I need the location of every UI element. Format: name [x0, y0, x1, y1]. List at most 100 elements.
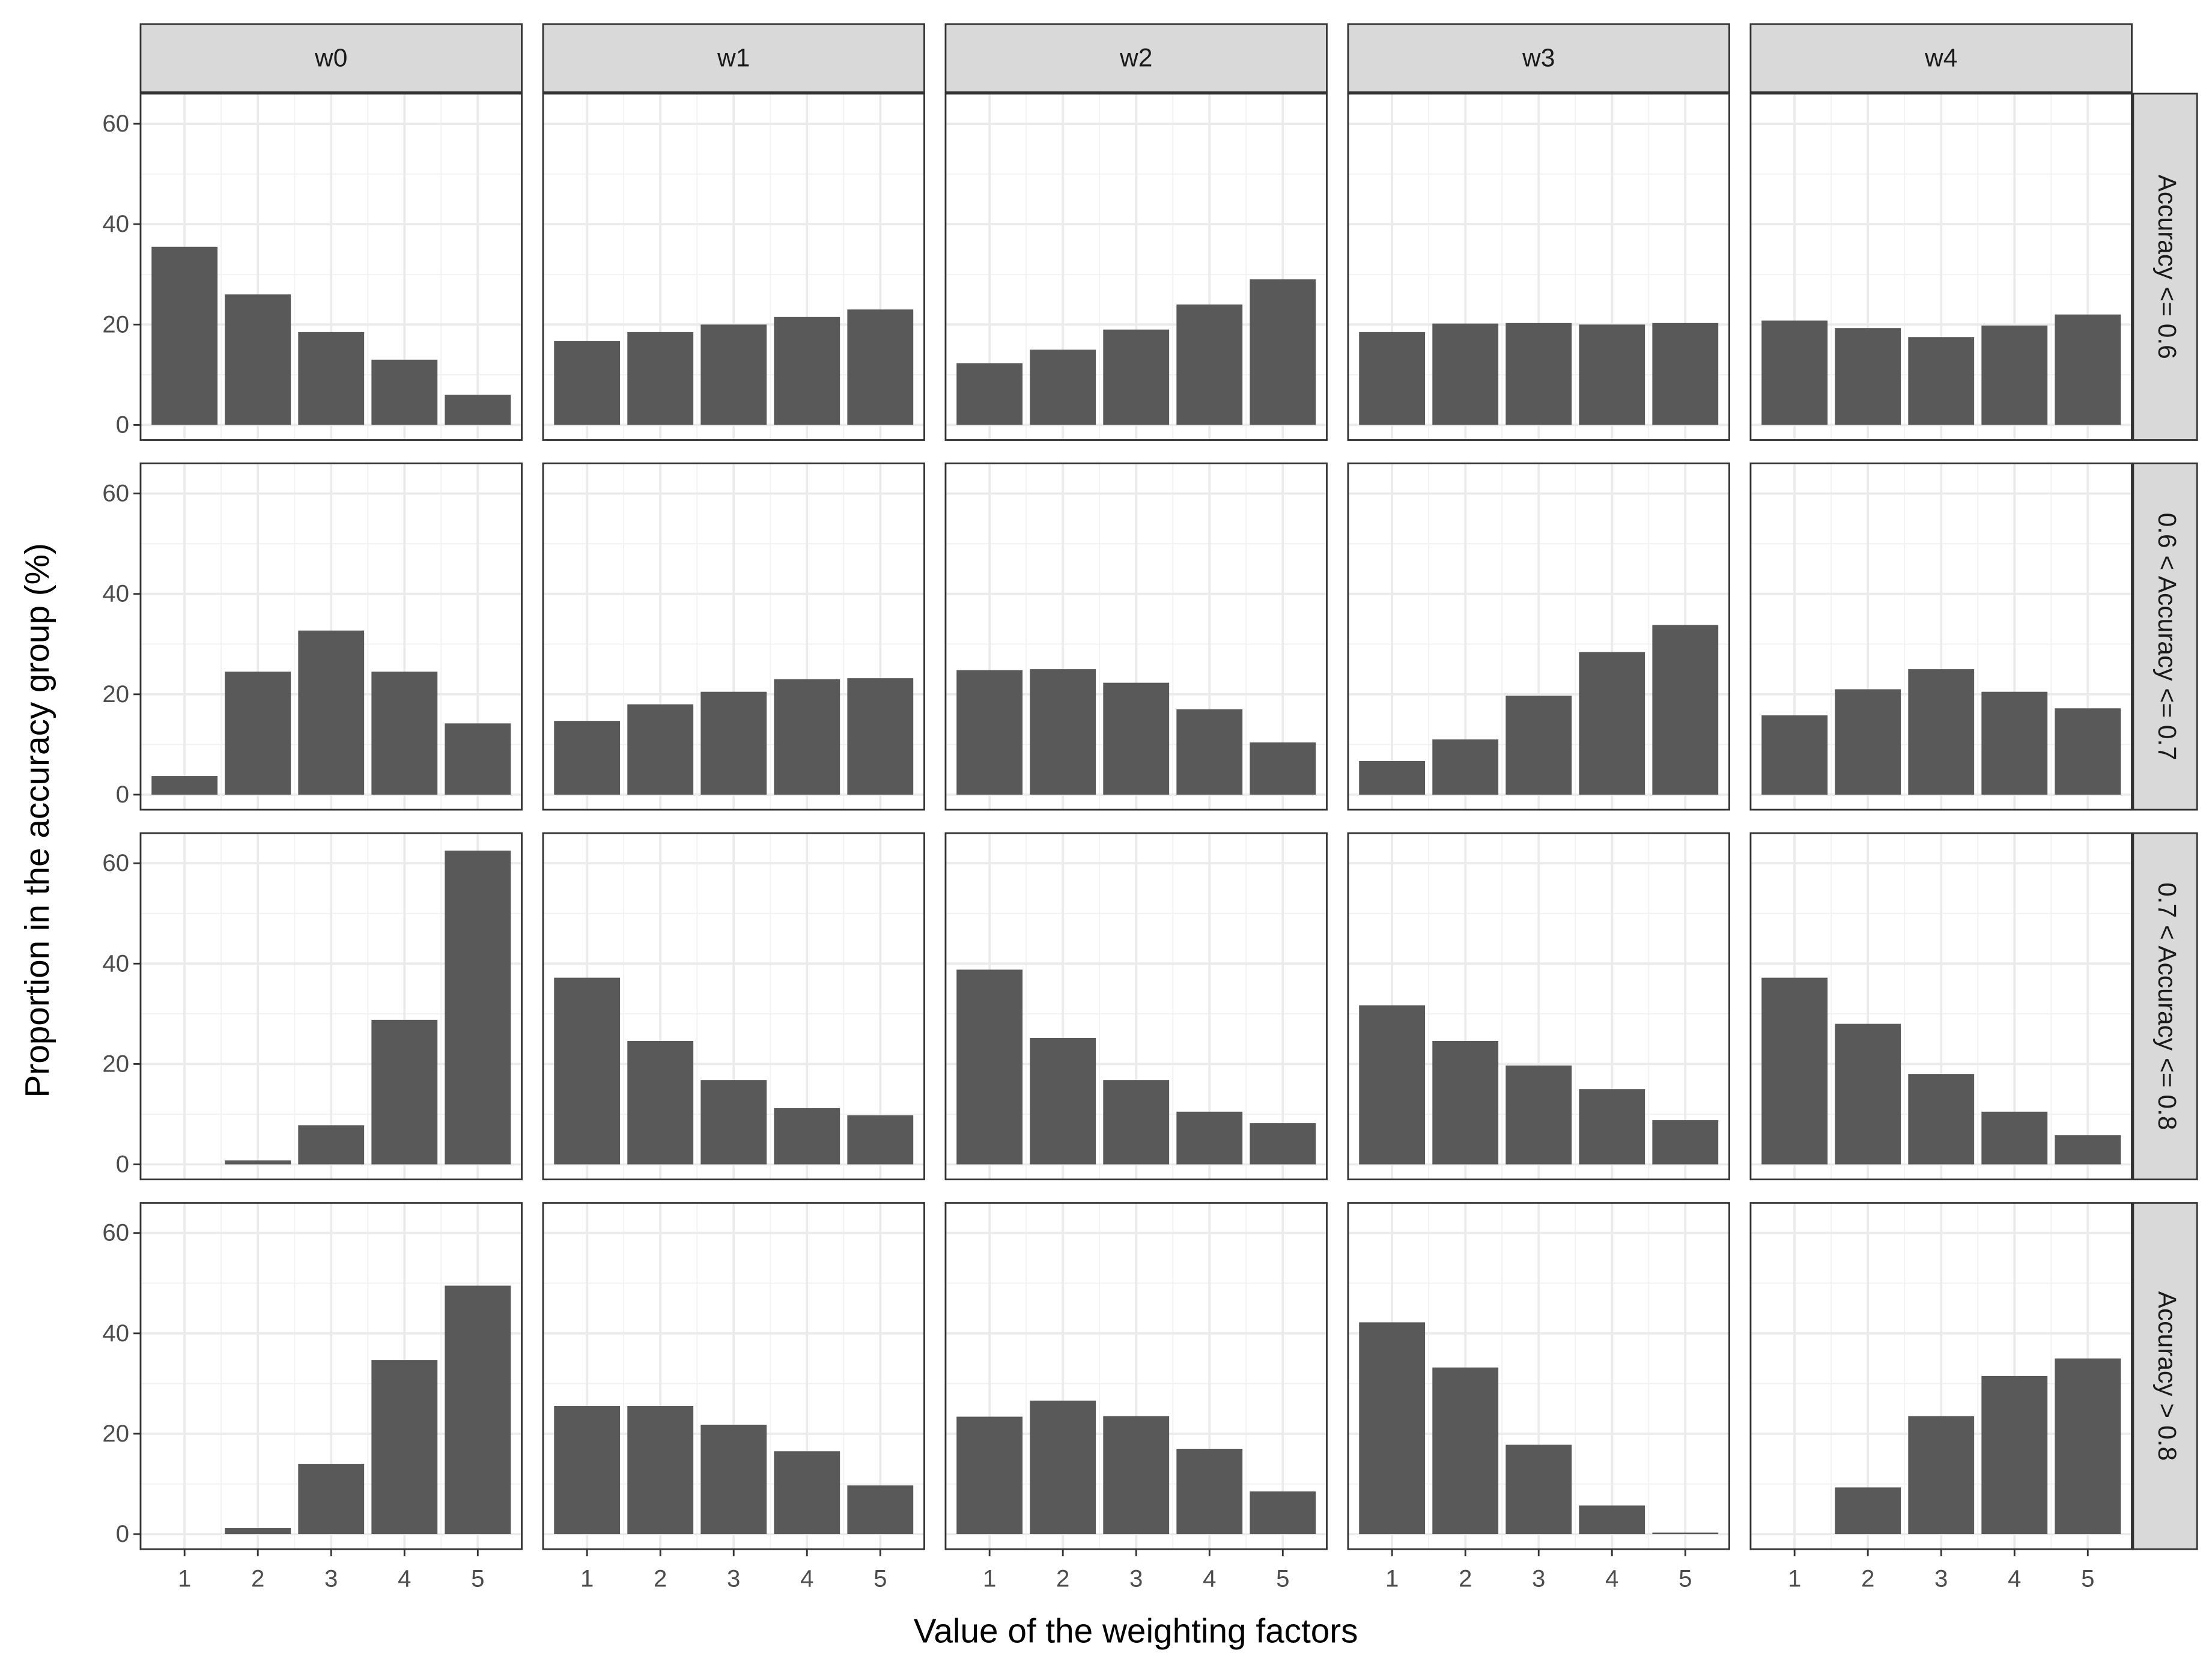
panel-border: [139, 463, 523, 811]
column-strip: [139, 23, 523, 94]
bar: [1761, 715, 1828, 795]
x-tick-label: 1: [1788, 1565, 1801, 1592]
bar: [847, 1115, 914, 1165]
bar: [298, 630, 365, 795]
y-tick-label: 60: [102, 849, 129, 876]
bar: [1506, 323, 1572, 425]
bar: [1579, 652, 1645, 795]
column-strip-label: w3: [1522, 43, 1555, 72]
bar: [1103, 682, 1170, 795]
panel-border: [1749, 93, 2133, 441]
bar: [2055, 314, 2121, 425]
bar: [1250, 742, 1316, 795]
bar: [2055, 1358, 2121, 1535]
bar: [1506, 696, 1572, 795]
bar: [1981, 325, 2048, 425]
y-tick-label: 0: [116, 1520, 129, 1547]
bar: [956, 363, 1023, 425]
bar: [1103, 329, 1170, 425]
bar: [1359, 1005, 1426, 1165]
x-tick-label: 5: [2081, 1565, 2094, 1592]
bar: [956, 670, 1023, 795]
x-tick-label: 2: [1459, 1565, 1472, 1592]
bar: [1652, 625, 1719, 795]
bar: [1432, 739, 1499, 795]
bar: [445, 723, 511, 795]
panel-border: [1749, 832, 2133, 1181]
y-tick-label: 60: [102, 480, 129, 507]
y-tick-label: 0: [116, 411, 129, 438]
y-tick-label: 40: [102, 210, 129, 237]
x-tick-label: 4: [1203, 1565, 1216, 1592]
panel-border: [1749, 463, 2133, 811]
bar: [774, 1108, 840, 1165]
bar: [847, 678, 914, 795]
panel-border: [944, 93, 1328, 441]
bar: [554, 977, 621, 1165]
panel-border: [1347, 463, 1730, 811]
bar: [554, 1406, 621, 1535]
bar: [774, 679, 840, 795]
x-tick-label: 5: [471, 1565, 484, 1592]
x-tick-label: 5: [874, 1565, 887, 1592]
bar: [627, 1406, 694, 1535]
bar: [445, 1285, 511, 1535]
bar: [1250, 1123, 1316, 1165]
row-strip: [2132, 93, 2198, 441]
bar: [298, 1464, 365, 1535]
bar: [2055, 708, 2121, 795]
bar: [1506, 1065, 1572, 1165]
x-tick-label: 2: [654, 1565, 667, 1592]
x-tick-label: 3: [1129, 1565, 1143, 1592]
bar: [371, 1360, 438, 1535]
bar: [445, 395, 511, 425]
bar: [1176, 304, 1243, 425]
x-tick-label: 4: [398, 1565, 411, 1592]
bar: [2055, 1135, 2121, 1165]
bar: [445, 851, 511, 1165]
panel-border: [542, 93, 925, 441]
bar: [1506, 1445, 1572, 1535]
bar: [956, 969, 1023, 1165]
bar: [1103, 1416, 1170, 1535]
bar: [956, 1416, 1023, 1535]
y-tick-label: 60: [102, 1219, 129, 1246]
bar: [700, 691, 767, 795]
bar: [1250, 1491, 1316, 1535]
bar: [151, 776, 218, 795]
panel-border: [139, 832, 523, 1181]
bar: [1908, 1416, 1975, 1535]
panel-border: [944, 463, 1328, 811]
bar: [298, 332, 365, 425]
bar: [1030, 350, 1096, 425]
bar: [774, 317, 840, 425]
bar: [1176, 709, 1243, 795]
bar: [225, 1528, 291, 1535]
bar: [627, 704, 694, 795]
bar: [1579, 1505, 1645, 1535]
panel-border: [1347, 832, 1730, 1181]
bar: [371, 359, 438, 425]
y-tick-label: 20: [102, 1050, 129, 1077]
row-strip-label: 0.6 < Accuracy <= 0.7: [2153, 513, 2181, 760]
bar: [1432, 323, 1499, 425]
y-tick-label: 60: [102, 110, 129, 137]
bar: [1761, 977, 1828, 1165]
x-tick-label: 3: [1532, 1565, 1545, 1592]
column-strip-label: w1: [717, 43, 750, 72]
bar: [627, 332, 694, 425]
panel-border: [542, 832, 925, 1181]
bar: [1359, 761, 1426, 795]
bar: [700, 1424, 767, 1535]
column-strip-label: w2: [1119, 43, 1152, 72]
bar: [1103, 1080, 1170, 1165]
bar: [1835, 1487, 1901, 1535]
column-strip: [944, 23, 1328, 94]
bar: [1250, 279, 1316, 425]
bar: [1981, 1111, 2048, 1165]
y-tick-label: 20: [102, 681, 129, 708]
bar: [1835, 1024, 1901, 1165]
bar: [1652, 1120, 1719, 1165]
